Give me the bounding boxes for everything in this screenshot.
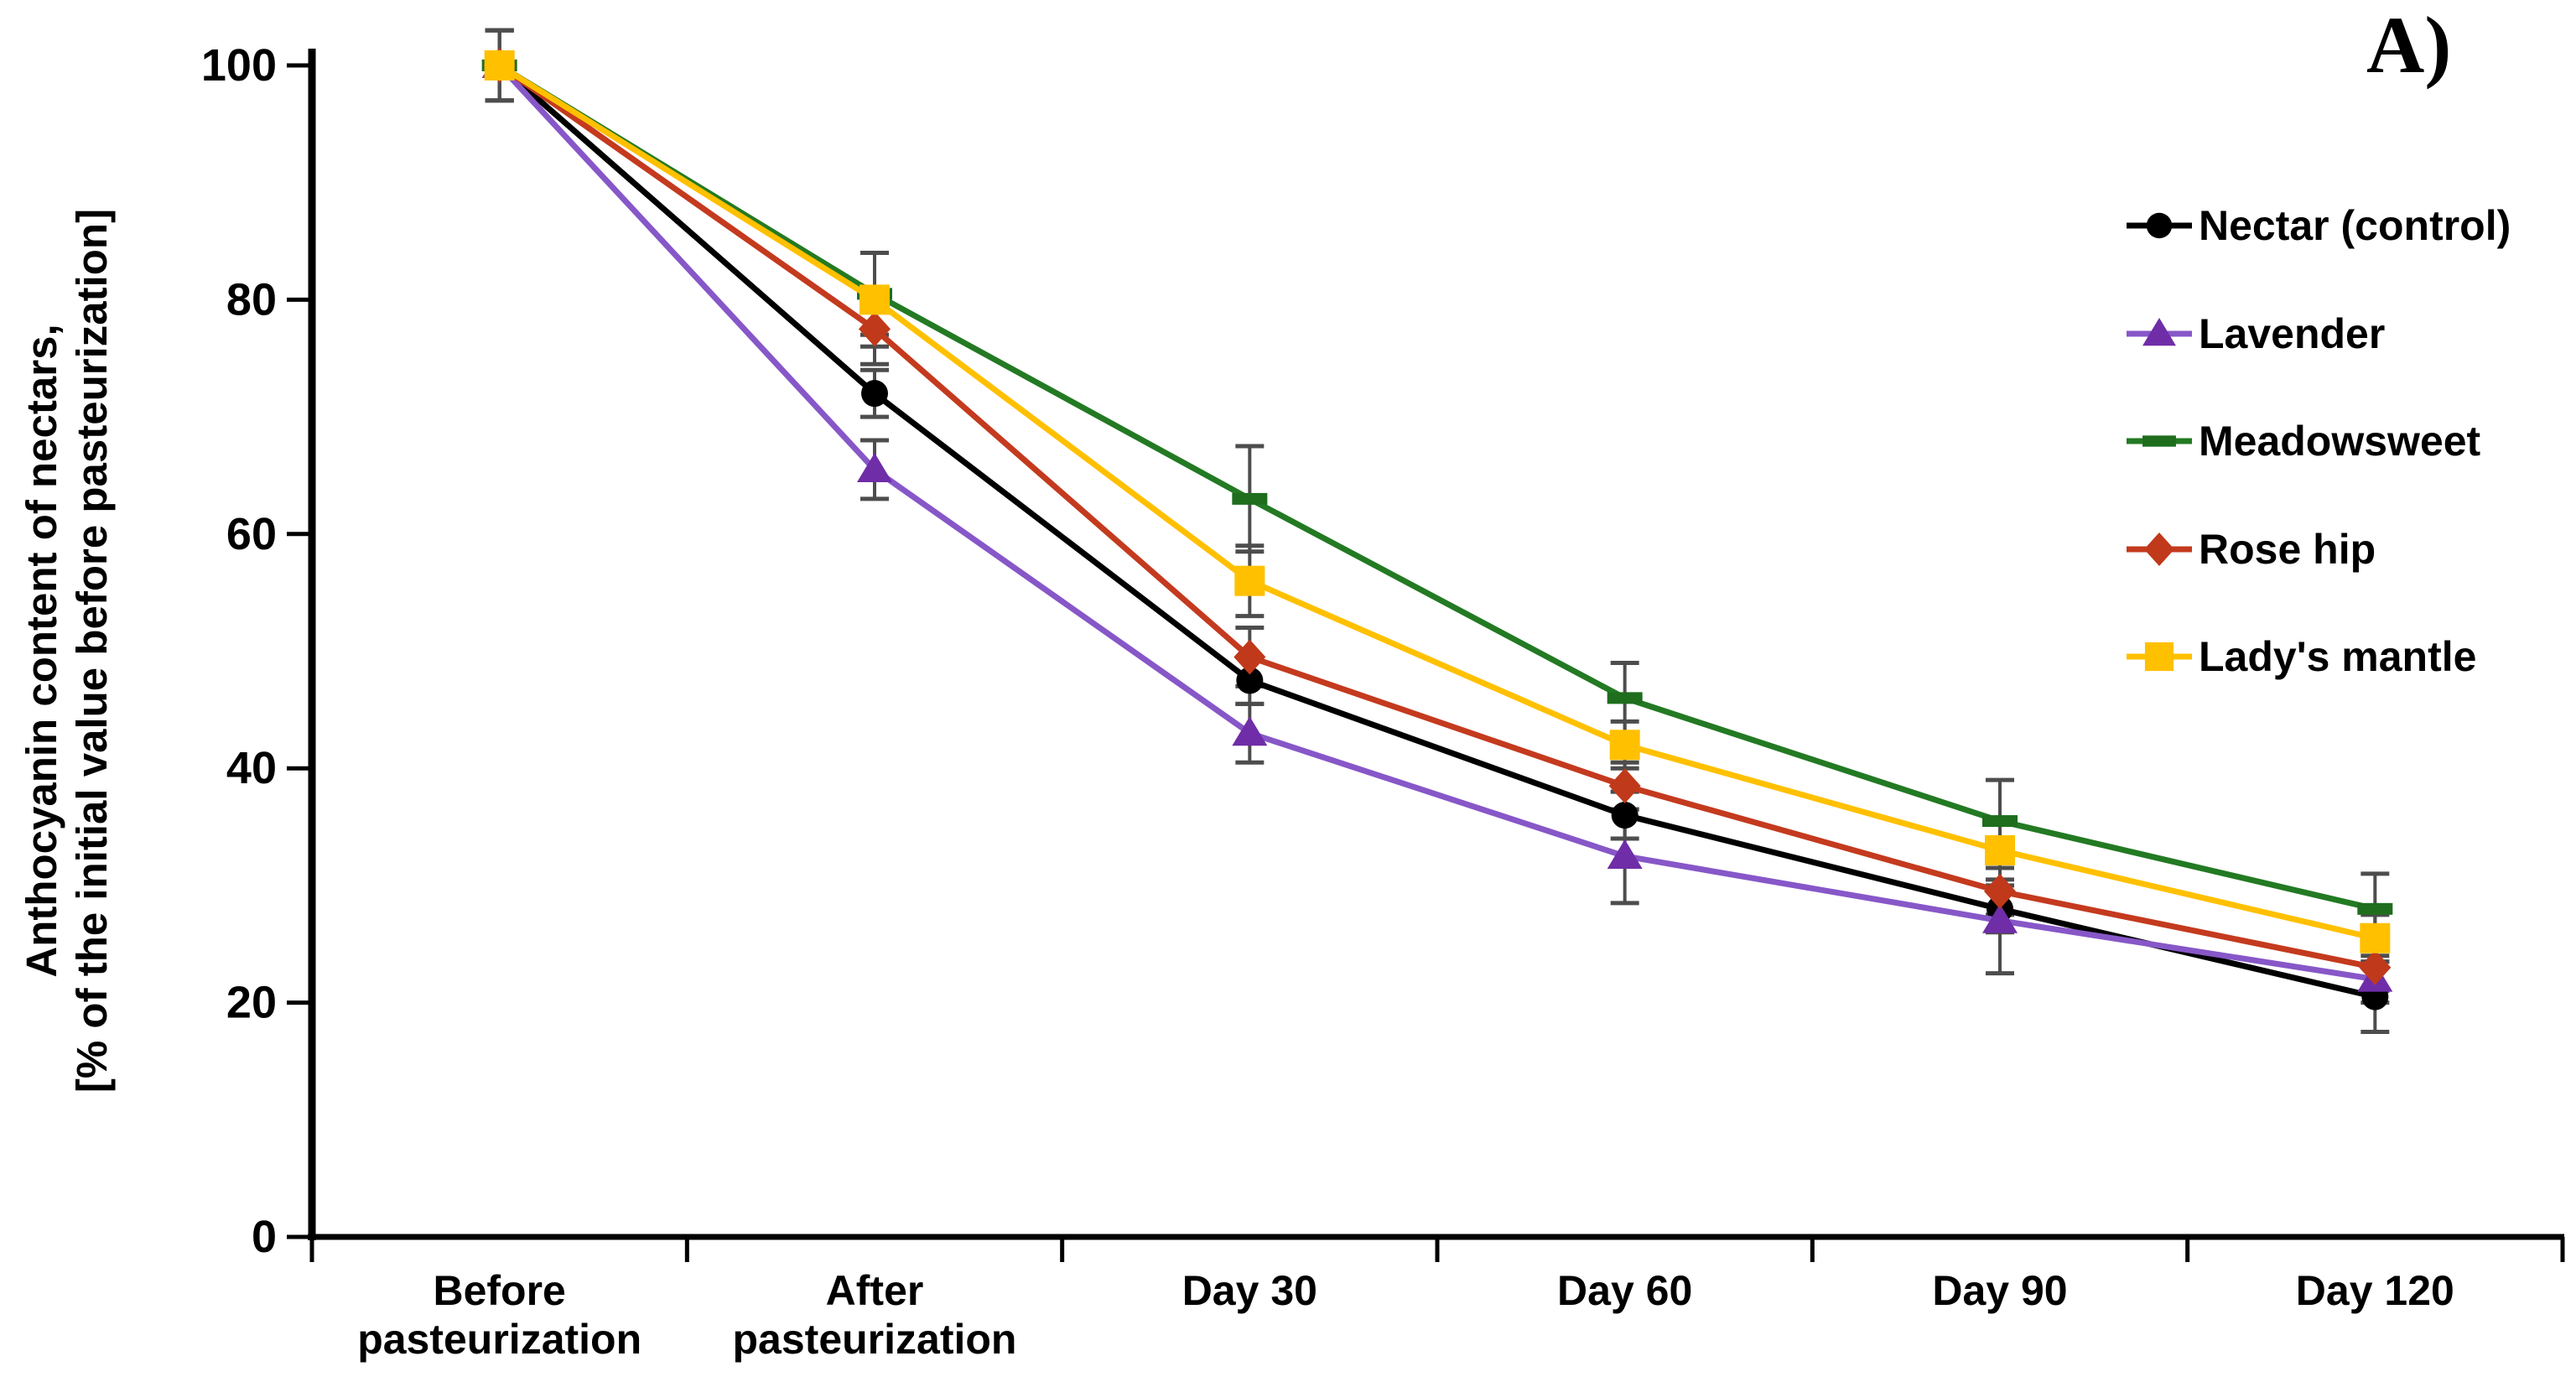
legend-label: Lady's mantle <box>2199 633 2477 680</box>
x-category-label: pasteurization <box>357 1316 641 1363</box>
x-axis-labels: BeforepasteurizationAfterpasteurizationD… <box>357 1267 2454 1363</box>
y-axis-ticks: 0 20 40 60 80 100 <box>201 40 312 1262</box>
series-meadowsweet <box>481 60 2393 915</box>
legend-item-lady-s-mantle: Lady's mantle <box>2125 626 2476 687</box>
legend-marker-icon <box>2127 317 2192 346</box>
y-tick-label: 80 <box>226 274 277 325</box>
series-lady-s-mantle <box>484 50 2391 953</box>
legend-label: Meadowsweet <box>2199 418 2481 465</box>
legend-item-nectar-control: Nectar (control) <box>2125 195 2511 256</box>
y-axis-title: Anthocyanin content of nectars, [% of th… <box>17 22 127 1280</box>
legend-item-rose-hip: Rose hip <box>2125 519 2376 579</box>
x-category-label: After <box>826 1267 924 1314</box>
legend-marker-icon <box>2127 435 2192 447</box>
x-category-label: Day 60 <box>1557 1267 1692 1314</box>
y-tick-label: 40 <box>226 743 277 793</box>
series-lavender <box>481 49 2393 992</box>
y-tick-label: 60 <box>226 509 277 559</box>
y-axis-title-line1: Anthocyanin content of nectars, <box>18 324 65 978</box>
x-category-label: pasteurization <box>733 1316 1017 1363</box>
error-bars <box>485 28 2390 1035</box>
chart-legend: Nectar (control) Lavender Meadowsweet Ro… <box>2125 0 2576 755</box>
legend-label: Rose hip <box>2199 525 2376 573</box>
legend-label: Nectar (control) <box>2199 202 2511 249</box>
series-nectar-control <box>486 52 2389 1011</box>
legend-marker-icon <box>2127 532 2192 566</box>
x-category-label: Day 90 <box>1932 1267 2067 1314</box>
y-tick-label: 100 <box>201 40 277 91</box>
y-tick-label: 20 <box>226 978 277 1028</box>
x-category-label: Day 120 <box>2296 1267 2454 1314</box>
legend-marker-icon <box>2127 642 2192 672</box>
y-axis-title-line2: [% of the initial value before pasteuriz… <box>68 208 116 1094</box>
x-category-label: Day 30 <box>1182 1267 1317 1314</box>
legend-label: Lavender <box>2199 309 2386 357</box>
panel-label: A) <box>2366 0 2452 90</box>
x-category-label: Before <box>433 1267 565 1314</box>
x-axis-ticks <box>309 1237 2565 1262</box>
y-tick-label: 0 <box>252 1212 277 1262</box>
legend-item-meadowsweet: Meadowsweet <box>2125 411 2480 471</box>
legend-marker-icon <box>2127 212 2192 239</box>
legend-item-lavender: Lavender <box>2125 304 2385 364</box>
